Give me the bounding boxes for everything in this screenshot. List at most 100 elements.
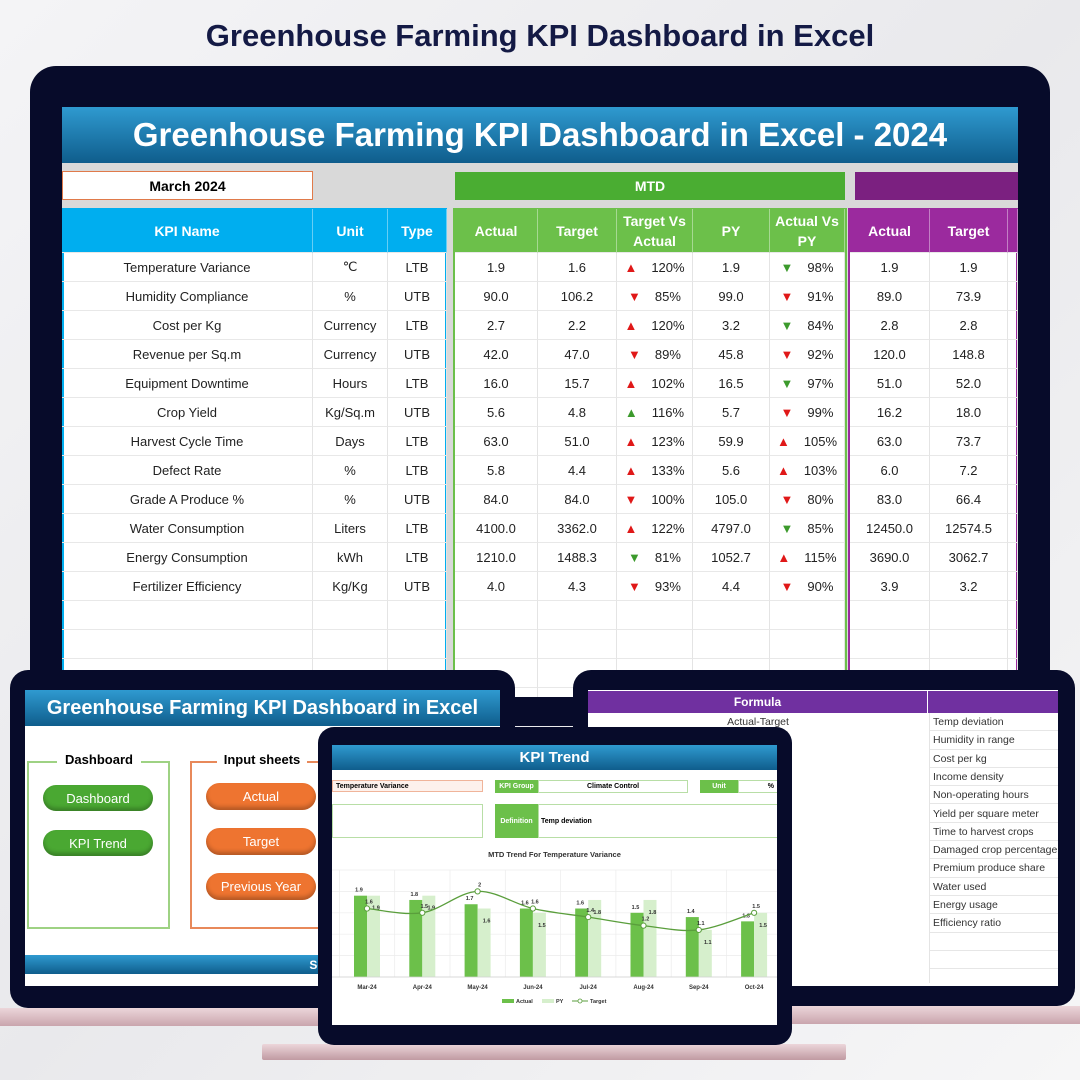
legend-target-marker — [577, 998, 583, 1004]
target-data-label: 1.6 — [365, 900, 373, 906]
actual-bar — [409, 899, 423, 977]
percent-value: 92% — [807, 346, 834, 362]
legend-actual-swatch — [502, 999, 514, 1003]
dashboard-button[interactable]: Dashboard — [43, 785, 153, 811]
empty-row — [930, 951, 1058, 970]
actual-data-label: 1.6 — [521, 901, 529, 907]
empty-cell — [1008, 601, 1018, 630]
month-selector[interactable]: March 2024 — [62, 171, 313, 200]
arrow-up-icon: ▲ — [624, 317, 638, 333]
table-cell-py: 1052.7 — [693, 543, 770, 572]
empty-cell — [850, 601, 930, 630]
table-cell-avp: ▲ 103% — [770, 456, 845, 485]
table-cell-actual: 4.0 — [455, 572, 538, 601]
table-cell-type: LTB — [388, 456, 447, 485]
definition-value: Temp deviation — [538, 804, 777, 838]
arrow-down-icon: ▼ — [780, 491, 794, 507]
target-data-label: 1.2 — [642, 917, 650, 923]
chart-title: MTD Trend For Temperature Variance — [488, 850, 621, 859]
table-cell-actual: 1.9 — [455, 253, 538, 282]
kpi-trend-button[interactable]: KPI Trend — [43, 830, 153, 856]
py-data-label: 1.9 — [427, 906, 435, 912]
table-cell-ytd_target: 148.8 — [930, 340, 1008, 369]
table-cell-avp: ▼ 90% — [770, 572, 845, 601]
definition-item: Humidity in range — [930, 731, 1058, 750]
table-cell-ytd_target: 52.0 — [930, 369, 1008, 398]
x-tick-label: Mar-24 — [357, 985, 377, 991]
table-cell-py: 1.9 — [693, 253, 770, 282]
target-sheet-button[interactable]: Target — [206, 828, 316, 855]
table-cell-actual: 42.0 — [455, 340, 538, 369]
percent-value: 116% — [651, 404, 685, 420]
table-cell-extra — [1008, 311, 1018, 340]
target-point — [363, 905, 371, 912]
table-cell-name: Energy Consumption — [62, 543, 313, 572]
x-tick-label: Apr-24 — [413, 985, 433, 991]
table-cell-extra — [1008, 253, 1018, 282]
target-point — [585, 913, 592, 921]
table-cell-ytd_target: 7.2 — [930, 456, 1008, 485]
target-data-label: 1.4 — [586, 908, 595, 914]
table-cell-ytd_target: 3062.7 — [930, 543, 1008, 572]
table-cell-extra — [1008, 427, 1018, 456]
table-cell-avp: ▲ 115% — [770, 543, 845, 572]
table-cell-avp: ▼ 97% — [770, 369, 845, 398]
table-cell-py: 5.6 — [693, 456, 770, 485]
table-cell-avp: ▼ 84% — [770, 311, 845, 340]
table-cell-actual: 1210.0 — [455, 543, 538, 572]
arrow-down-icon: ▼ — [780, 375, 794, 391]
arrow-down-icon: ▼ — [624, 491, 638, 507]
x-tick-label: Sep-24 — [689, 985, 709, 991]
column-header-target: Target — [538, 209, 617, 253]
column-header-ytd_actual: Actual — [850, 209, 930, 253]
table-cell-unit: Kg/Kg — [313, 572, 388, 601]
x-tick-label: Oct-24 — [745, 985, 764, 991]
target-point — [474, 888, 481, 895]
empty-cell — [617, 630, 693, 659]
legend-py-swatch — [542, 999, 554, 1003]
kpi-selector[interactable]: Temperature Variance — [332, 780, 483, 792]
empty-cell — [770, 601, 845, 630]
table-cell-name: Fertilizer Efficiency — [62, 572, 313, 601]
target-data-label: 1.5 — [420, 904, 428, 910]
table-cell-tva: ▼ 89% — [617, 340, 693, 369]
arrow-down-icon: ▼ — [780, 288, 794, 304]
percent-value: 90% — [807, 578, 834, 594]
table-cell-type: LTB — [388, 543, 447, 572]
column-header-py: PY — [693, 209, 770, 253]
actual-sheet-button[interactable]: Actual — [206, 783, 316, 810]
column-header-actual: Actual — [455, 209, 538, 253]
table-cell-avp: ▼ 80% — [770, 485, 845, 514]
arrow-down-icon: ▼ — [780, 317, 794, 333]
table-cell-type: LTB — [388, 311, 447, 340]
actual-bar — [519, 908, 533, 977]
table-cell-target: 4.8 — [538, 398, 617, 427]
table-cell-target: 3362.0 — [538, 514, 617, 543]
table-cell-ytd_target: 1.9 — [930, 253, 1008, 282]
target-point — [419, 909, 426, 916]
arrow-down-icon: ▼ — [780, 404, 794, 420]
table-cell-unit: kWh — [313, 543, 388, 572]
arrow-down-icon: ▼ — [628, 549, 641, 565]
table-cell-unit: % — [313, 282, 388, 311]
target-data-label: 2 — [478, 882, 481, 888]
previous-year-sheet-button[interactable]: Previous Year — [206, 873, 316, 900]
table-cell-target: 1488.3 — [538, 543, 617, 572]
empty-cell — [930, 601, 1008, 630]
arrow-up-icon: ▲ — [624, 462, 638, 478]
table-cell-ytd_target: 3.2 — [930, 572, 1008, 601]
actual-data-label: 1.3 — [742, 913, 750, 919]
column-header-extra — [1008, 209, 1018, 253]
column-header-avp: Actual Vs PY — [770, 209, 845, 253]
table-cell-unit: Currency — [313, 311, 388, 340]
definition-item: Temp deviation — [930, 713, 1058, 732]
py-data-label: 1.8 — [593, 910, 601, 916]
table-cell-py: 105.0 — [693, 485, 770, 514]
table-cell-extra — [1008, 572, 1018, 601]
definition-item: Yield per square meter — [930, 805, 1058, 823]
table-cell-actual: 16.0 — [455, 369, 538, 398]
definition-item: Non-operating hours — [930, 786, 1058, 805]
empty-cell — [313, 630, 388, 659]
table-cell-type: LTB — [388, 427, 447, 456]
page-title: Greenhouse Farming KPI Dashboard in Exce… — [205, 18, 875, 53]
